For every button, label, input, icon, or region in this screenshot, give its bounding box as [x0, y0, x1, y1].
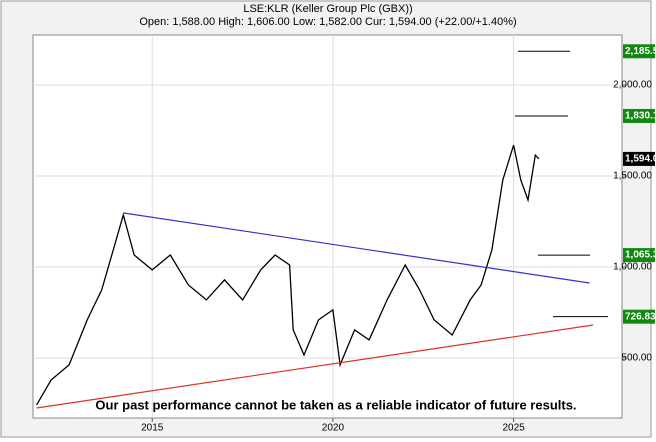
- level-label: 2,185.5: [625, 46, 656, 57]
- series-line: [36, 144, 540, 406]
- level-marker: [623, 108, 655, 123]
- x-tick-label: 2025: [502, 423, 525, 434]
- disclaimer: Our past performance cannot be taken as …: [95, 397, 576, 412]
- series-line: [36, 324, 594, 409]
- level-marker: [623, 151, 655, 166]
- level-marker: [623, 248, 655, 263]
- level-label: 1,594.0: [625, 154, 656, 165]
- level-marker: [623, 44, 655, 59]
- chart-subtitle: Open: 1,588.00 High: 1,606.00 Low: 1,582…: [139, 16, 516, 28]
- chart-title: LSE:KLR (Keller Group Plc (GBX)): [243, 3, 412, 15]
- x-tick-label: 2020: [322, 423, 345, 434]
- level-marker: [623, 309, 655, 324]
- y-tick-label: 1,000.00: [613, 262, 652, 273]
- plot-area: [32, 34, 623, 419]
- level-label: 1,065.3: [625, 250, 656, 261]
- x-tick-label: 2015: [141, 423, 164, 434]
- y-tick-label: 500.00: [621, 353, 652, 364]
- level-label: 726.83: [625, 311, 656, 322]
- series-line: [123, 212, 590, 284]
- level-label: 1,830.1: [625, 111, 656, 122]
- y-tick-label: 2,000.00: [613, 80, 652, 91]
- y-tick-label: 1,500.00: [613, 171, 652, 182]
